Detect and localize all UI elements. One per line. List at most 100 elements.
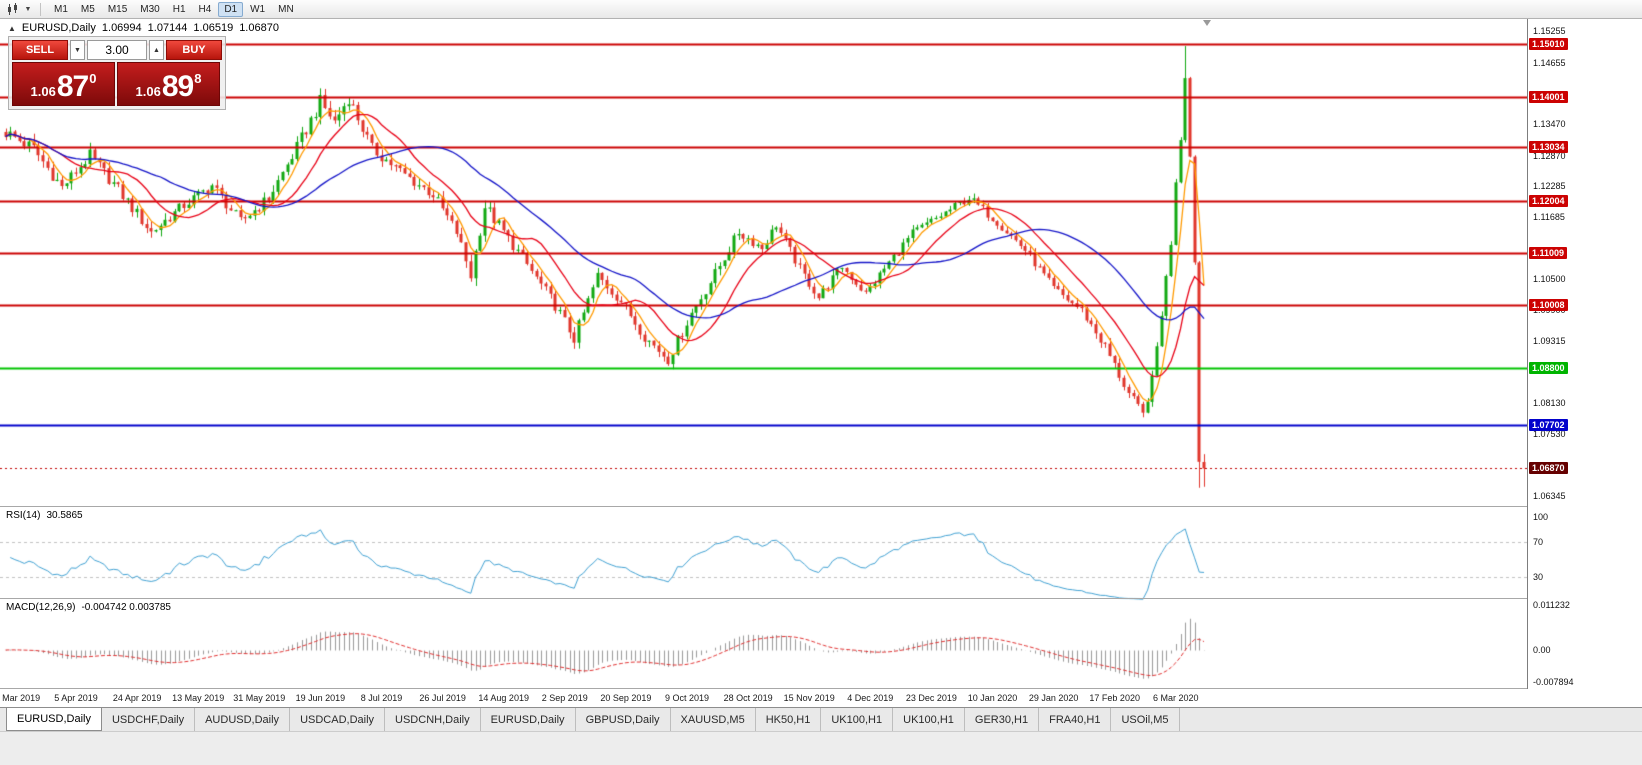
axis-label: 1.15255: [1533, 26, 1566, 37]
timeframe-button-m15[interactable]: M15: [102, 2, 133, 17]
candlestick-chart-icon[interactable]: [5, 2, 21, 17]
date-label: 10 Jan 2020: [967, 693, 1018, 703]
time-axis[interactable]: 18 Mar 2019 5 Apr 2019 24 Apr 2019 13 May 2…: [0, 690, 1527, 707]
chart-tab[interactable]: USDCHF,Daily: [102, 708, 196, 731]
chart-tab[interactable]: AUDUSD,Daily: [195, 708, 291, 731]
timeframe-button-w1[interactable]: W1: [244, 2, 271, 17]
sell-button[interactable]: SELL: [12, 40, 68, 60]
axis-label: 1.11685: [1533, 212, 1565, 223]
buy-price-display[interactable]: 1.06 89 8: [117, 62, 220, 106]
buy-price-big: 89: [161, 70, 194, 103]
price-axis[interactable]: 1.15255 1.14655 1.13470 1.12870 1.12285 1.116…: [1527, 19, 1642, 689]
chart-tab[interactable]: USOil,M5: [1111, 708, 1180, 731]
panel-separator[interactable]: [0, 506, 1642, 507]
chart-tab[interactable]: EURUSD,Daily: [6, 708, 102, 731]
timeframe-button-h1[interactable]: H1: [167, 2, 192, 17]
macd-name: MACD(12,26,9): [6, 602, 76, 613]
sell-price-sup: 0: [89, 71, 97, 86]
date-label: 9 Oct 2019: [664, 693, 710, 703]
axis-label: 1.07530: [1533, 429, 1566, 440]
date-label: 19 Jun 2019: [295, 693, 346, 703]
axis-label: 0.011232: [1533, 600, 1570, 611]
date-label: 6 Mar 2020: [1153, 693, 1199, 703]
timeframe-button-h4[interactable]: H4: [193, 2, 218, 17]
chart-tab[interactable]: UK100,H1: [893, 708, 965, 731]
timeframe-button-d1[interactable]: D1: [218, 1, 244, 17]
axis-label: 1.14655: [1533, 57, 1566, 68]
panel-separator[interactable]: [0, 598, 1642, 599]
chart-tab[interactable]: UK100,H1: [821, 708, 894, 731]
axis-label: 30: [1533, 571, 1544, 582]
price-level-badge: 1.15010: [1529, 38, 1568, 51]
timeframe-button-mn[interactable]: MN: [272, 2, 300, 17]
volume-increase-button[interactable]: ▲: [149, 40, 164, 60]
date-label: 8 Jul 2019: [360, 693, 403, 703]
status-bar: [0, 731, 1642, 765]
close-value: 1.06870: [239, 22, 279, 34]
one-click-trading-panel: SELL ▼ ▲ BUY 1.06 87 0 1.06 89 8: [8, 36, 226, 110]
date-label: 28 Oct 2019: [723, 693, 773, 703]
chevron-down-icon[interactable]: ▼: [24, 5, 32, 13]
symbol-period-label: EURUSD,Daily: [21, 22, 96, 34]
date-label: 31 May 2019: [233, 693, 286, 703]
sell-button-label: SELL: [25, 44, 55, 56]
price-level-badge: 1.08800: [1529, 361, 1568, 374]
low-value: 1.06519: [193, 22, 234, 34]
axis-label: 0.00: [1533, 645, 1551, 655]
chart-window: ▲ EURUSD,Daily 1.06994 1.07144 1.06519 1…: [0, 19, 1642, 707]
axis-label: 1.06345: [1533, 490, 1566, 501]
axis-label: 1.09315: [1533, 335, 1566, 346]
chart-tab[interactable]: GBPUSD,Daily: [576, 708, 671, 731]
axis-label: 1.12870: [1533, 150, 1566, 161]
chart-shift-marker[interactable]: [1203, 20, 1211, 26]
date-label: 23 Dec 2019: [905, 693, 957, 703]
volume-dropdown-button[interactable]: ▼: [70, 40, 85, 60]
chart-tab[interactable]: GER30,H1: [965, 708, 1040, 731]
date-label: 15 Nov 2019: [783, 693, 835, 703]
volume-input[interactable]: [87, 40, 147, 60]
date-label: 24 Apr 2019: [112, 693, 162, 703]
chart-tab[interactable]: EURUSD,Daily: [481, 708, 576, 731]
timeframe-button-m30[interactable]: M30: [134, 2, 165, 17]
date-label: 14 Aug 2019: [478, 693, 529, 703]
chart-tab[interactable]: FRA40,H1: [1039, 708, 1112, 731]
timeframe-button-m5[interactable]: M5: [75, 2, 101, 17]
rsi-label: RSI(14) 30.5865: [6, 510, 83, 521]
chevron-down-icon: ▼: [74, 46, 81, 54]
macd-label: MACD(12,26,9) -0.004742 0.003785: [6, 602, 171, 613]
buy-price-prefix: 1.06: [135, 84, 161, 99]
axis-label: 70: [1533, 537, 1544, 548]
chart-tab[interactable]: USDCNH,Daily: [385, 708, 481, 731]
symbol-marker-icon: ▲: [8, 23, 16, 33]
chart-tab[interactable]: XAUUSD,M5: [671, 708, 756, 731]
panel-separator: [0, 688, 1642, 689]
date-label: 17 Feb 2020: [1089, 693, 1140, 703]
date-label: 4 Dec 2019: [847, 693, 894, 703]
toolbar-separator: [40, 2, 41, 16]
price-level-badge: 1.13034: [1529, 141, 1568, 154]
date-label: 2 Sep 2019: [541, 693, 588, 703]
buy-button-label: BUY: [182, 44, 206, 56]
date-label: 13 May 2019: [172, 693, 225, 703]
buy-price-sup: 8: [194, 71, 202, 86]
sell-price-big: 87: [56, 70, 89, 103]
date-label: 18 Mar 2019: [0, 693, 41, 703]
toolbar: ▼ M1 M5 M15 M30 H1 H4 D1 W1 MN: [0, 0, 1642, 19]
chevron-up-icon: ▲: [153, 46, 160, 54]
buy-button[interactable]: BUY: [166, 40, 222, 60]
date-label: 26 Jul 2019: [419, 693, 466, 703]
price-chart-canvas[interactable]: [0, 19, 1527, 689]
price-level-badge: 1.06870: [1529, 462, 1568, 475]
date-label: 29 Jan 2020: [1028, 693, 1079, 703]
axis-label: 1.12285: [1533, 181, 1566, 192]
chart-tab[interactable]: USDCAD,Daily: [290, 708, 386, 731]
price-level-badge: 1.07702: [1529, 419, 1568, 432]
date-label: 20 Sep 2019: [600, 693, 652, 703]
timeframe-buttons: M1 M5 M15 M30 H1 H4 D1 W1 MN: [48, 1, 300, 17]
axis-label: 1.10500: [1533, 274, 1566, 285]
timeframe-button-m1[interactable]: M1: [48, 2, 74, 17]
rsi-name: RSI(14): [6, 510, 41, 521]
sell-price-display[interactable]: 1.06 87 0: [12, 62, 115, 106]
open-value: 1.06994: [101, 22, 142, 34]
chart-tab[interactable]: HK50,H1: [756, 708, 822, 731]
